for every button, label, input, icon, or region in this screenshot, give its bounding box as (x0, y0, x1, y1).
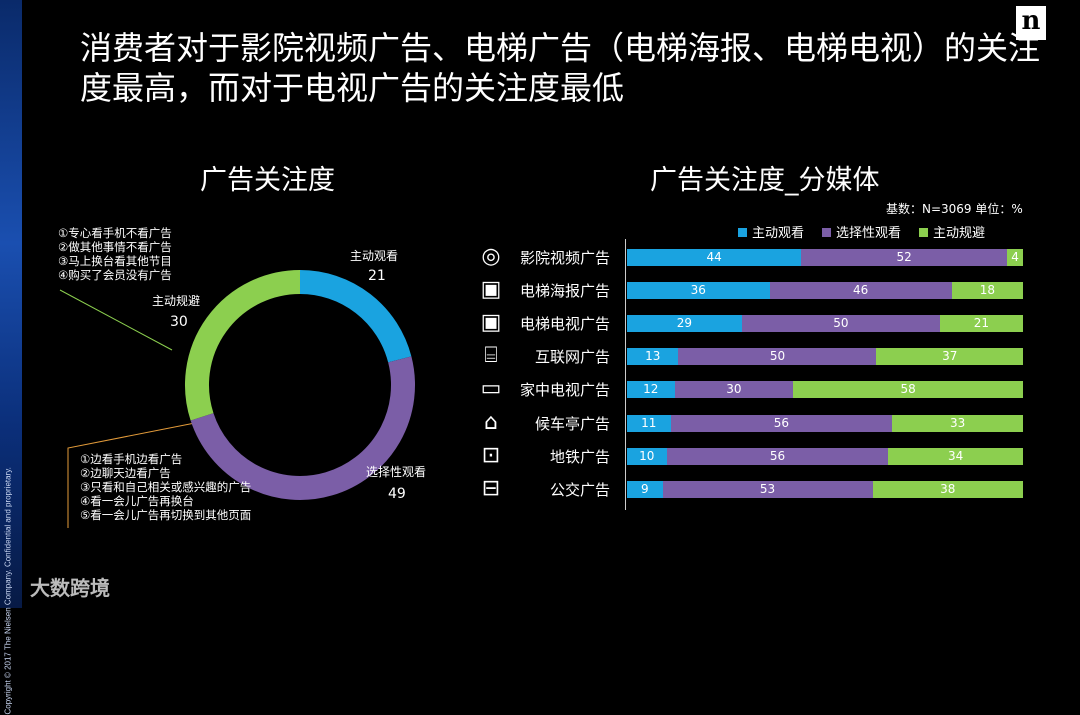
donut-slice-active-watch (299, 270, 412, 363)
nielsen-logo: n (1016, 6, 1046, 40)
subway-icon: ⊡ (481, 442, 501, 468)
legend-label: 主动观看 (752, 226, 805, 241)
watermark: 大数跨境 (30, 576, 110, 600)
bar-segment: 4 (1007, 249, 1023, 266)
bar-segment: 52 (801, 249, 1008, 266)
bar-segment: 46 (769, 282, 952, 300)
slide-title: 消费者对于影院视频广告、电梯广告（电梯海报、电梯电视）的关注度最高，而对于电视广… (80, 29, 1041, 107)
anno-top-item: ②做其他事情不看广告 (58, 240, 172, 254)
bar-segment: 34 (888, 447, 1023, 465)
category-label: 互联网广告 (534, 348, 610, 367)
anno-bottom-item: ⑤看一会儿广告再切换到其他页面 (80, 508, 252, 522)
bar-segment: 18 (951, 282, 1023, 300)
bar-segment: 13 (627, 348, 679, 366)
bus-icon: ⊟ (481, 475, 501, 501)
bar-segment: 12 (627, 381, 675, 399)
base-note: 基数：N=3069 单位：% (886, 202, 1023, 216)
elevator-tv-icon: ▣ (480, 310, 502, 336)
bar-segment: 53 (662, 480, 873, 498)
category-label: 影院视频广告 (519, 249, 610, 267)
anno-top-item: ③马上换台看其他节目 (58, 254, 172, 268)
anno-top-item: ④购买了会员没有广告 (58, 268, 172, 282)
donut-label-active-watch: 主动观看 (350, 249, 399, 263)
category-label: 公交广告 (549, 480, 610, 499)
elevator-poster-icon: ▣ (480, 277, 502, 303)
anno-bottom-item: ③只看和自己相关或感兴趣的广告 (80, 480, 252, 494)
y-axis-line (625, 239, 626, 510)
bar-segment: 10 (627, 447, 667, 465)
legend-label: 选择性观看 (836, 226, 902, 241)
category-label: 电梯电视广告 (519, 315, 610, 334)
anno-bottom: ①边看手机边看广告 ②边聊天边看广告 ③只看和自己相关或感兴趣的广告 ④看一会儿… (80, 452, 251, 522)
bar-segment: 50 (741, 315, 940, 333)
computer-wifi-icon: ⌸ (484, 343, 498, 369)
right-chart-title: 广告关注度_分媒体 (650, 165, 880, 196)
anno-bottom-item: ④看一会儿广告再换台 (80, 494, 194, 508)
donut-slice-active-avoid (185, 270, 301, 421)
bar-segment: 36 (627, 282, 770, 300)
home-tv-icon: ▭ (480, 376, 502, 402)
donut-chart (59, 270, 415, 528)
bar-segment: 29 (627, 315, 742, 333)
donut-value-active-watch: 21 (368, 268, 386, 284)
category-label: 候车亭广告 (534, 414, 610, 433)
bar-segment: 9 (627, 480, 663, 498)
left-accent-bar (0, 0, 22, 608)
donut-slice-selective-watch (190, 356, 415, 500)
anno-bottom-item: ②边聊天边看广告 (80, 466, 171, 480)
bar-segment: 21 (939, 315, 1023, 333)
legend-item: 选择性观看 (822, 222, 901, 241)
anno-top-item: ①专心看手机不看广告 (58, 226, 172, 240)
category-label: 电梯海报广告 (519, 282, 610, 301)
bar-segment: 30 (674, 381, 794, 399)
anno-top: ①专心看手机不看广告 ②做其他事情不看广告 ③马上换台看其他节目 ④购买了会员没… (58, 226, 172, 282)
bar-segment: 44 (627, 249, 802, 266)
bar-segment: 56 (670, 414, 893, 432)
legend-item: 主动观看 (738, 222, 804, 241)
bar-segment: 38 (872, 480, 1023, 498)
legend-label: 主动规避 (933, 226, 986, 241)
bar-segment: 37 (876, 348, 1023, 366)
film-reel-icon: ◎ (481, 244, 501, 269)
donut-label-selective-watch: 选择性观看 (366, 465, 427, 479)
category-label: 家中电视广告 (519, 381, 610, 400)
chart-legend: 主动观看 选择性观看 主动规避 (738, 222, 985, 241)
legend-item: 主动规避 (919, 222, 985, 241)
bar-segment: 50 (678, 348, 877, 366)
bar-segment: 11 (627, 414, 671, 432)
donut-value-selective-watch: 49 (388, 486, 406, 502)
left-chart-title: 广告关注度 (200, 165, 335, 196)
category-label: 地铁广告 (549, 447, 610, 466)
bar-segment: 58 (793, 381, 1023, 399)
anno-bottom-item: ①边看手机边看广告 (80, 452, 183, 466)
donut-label-active-avoid: 主动规避 (152, 294, 201, 308)
bus-stop-icon: ⌂ (484, 409, 498, 435)
bar-segment: 33 (892, 414, 1023, 432)
bar-segment: 56 (666, 447, 889, 465)
donut-value-active-avoid: 30 (170, 314, 188, 330)
